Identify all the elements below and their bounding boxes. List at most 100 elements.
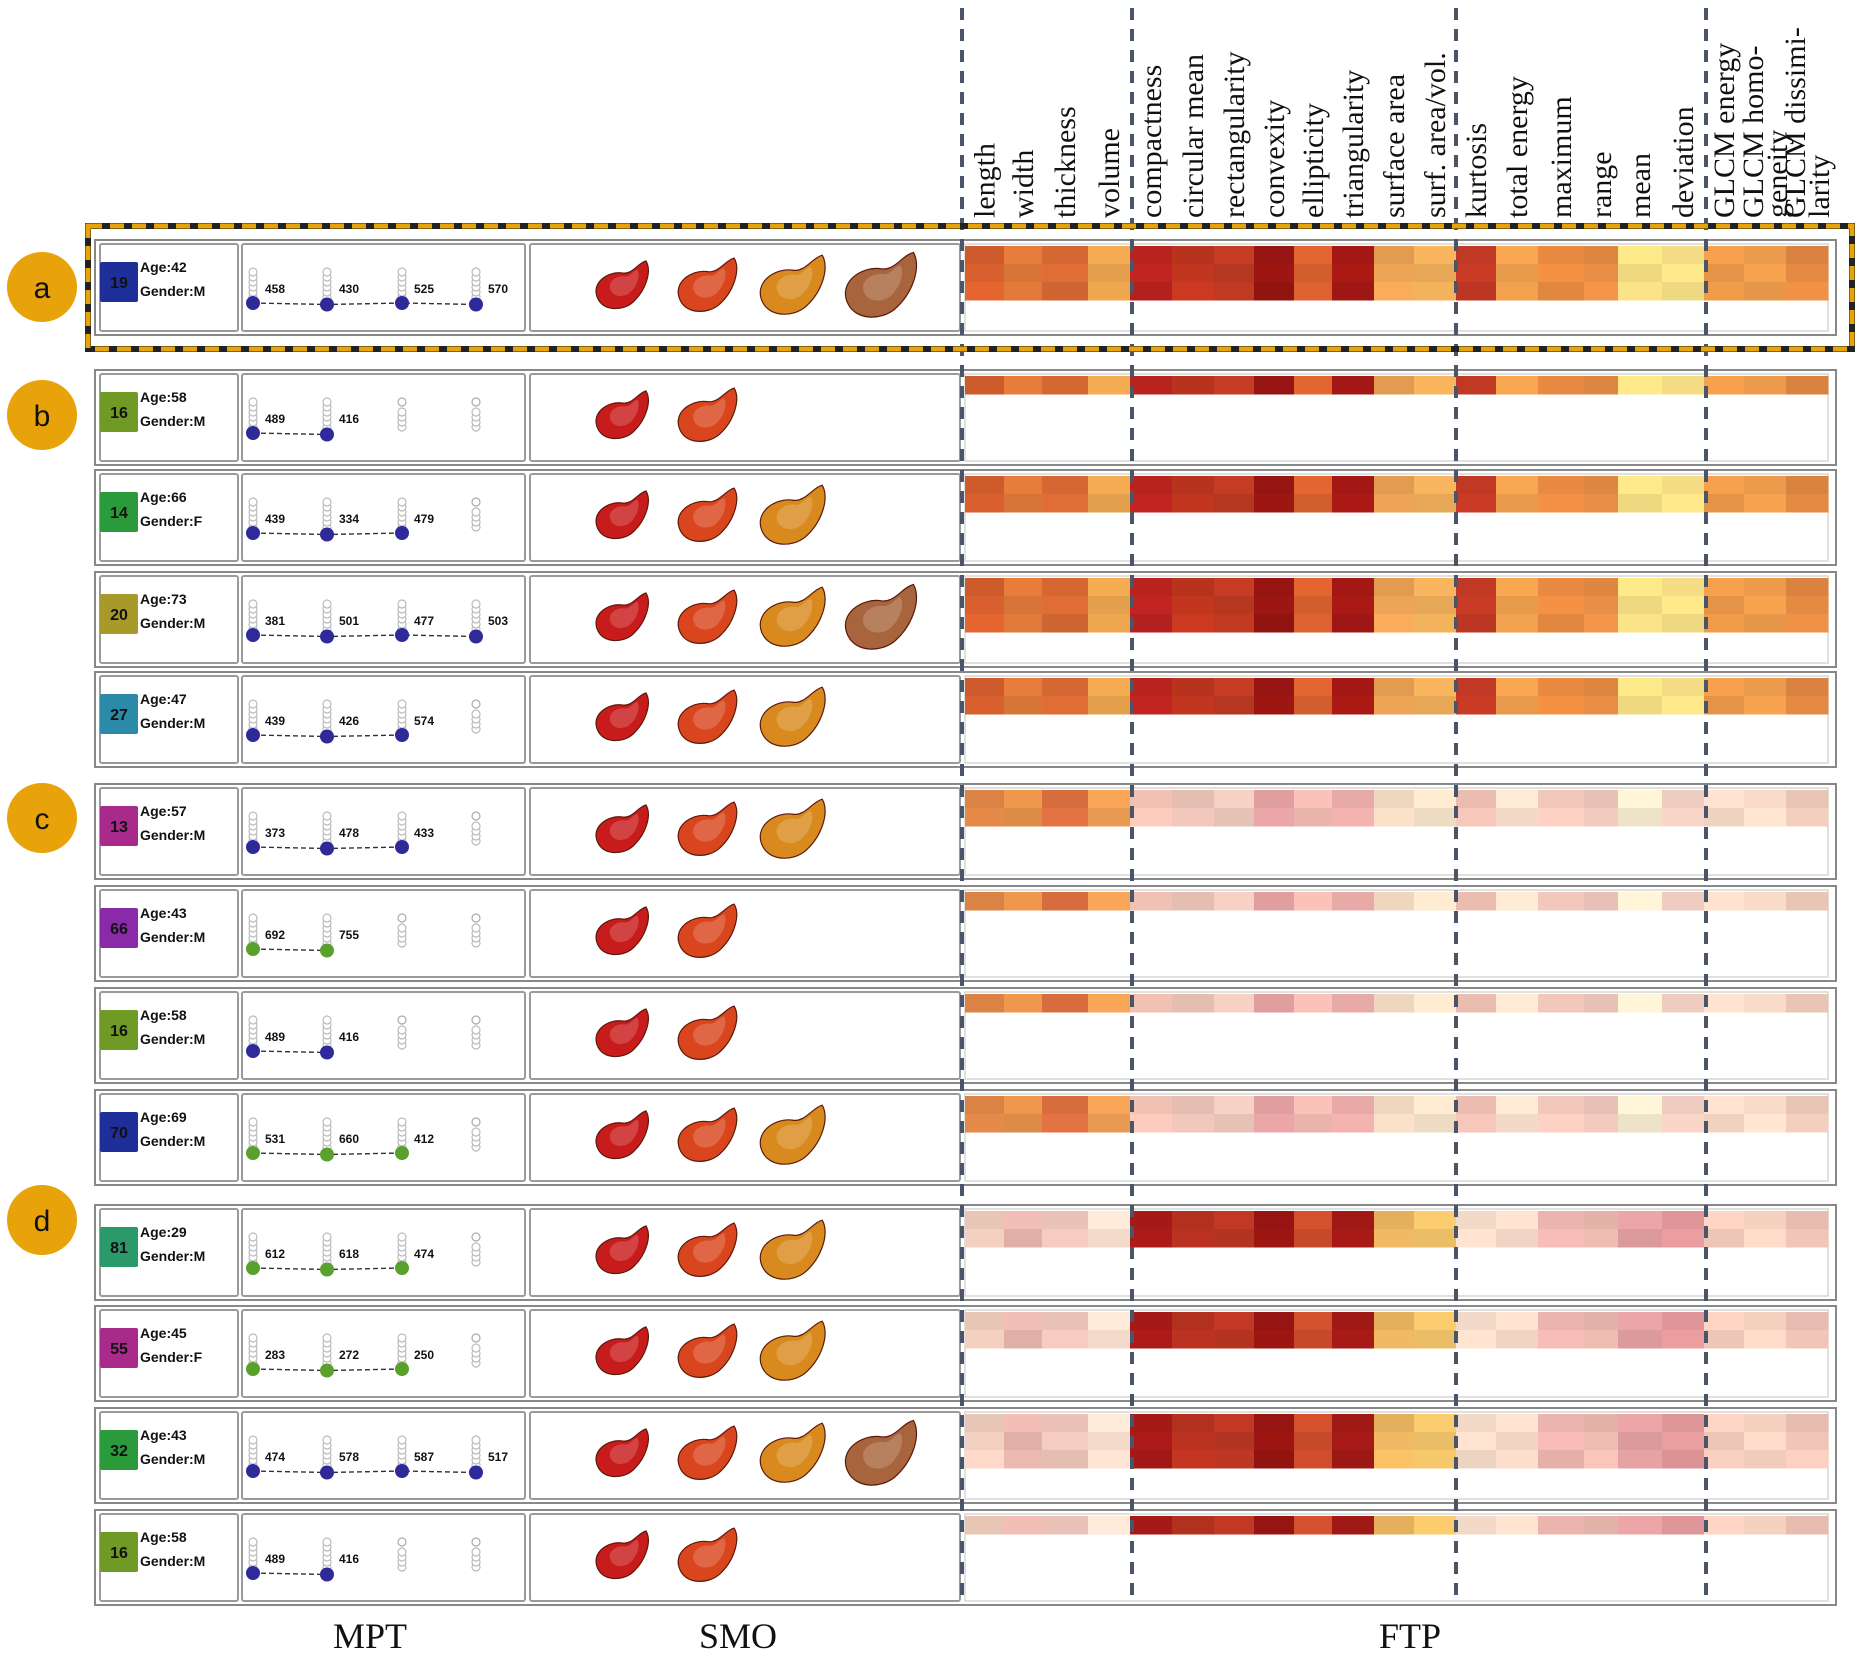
mpt-point [246, 942, 260, 956]
ftp-cell [1662, 994, 1705, 1013]
mpt-point [395, 1362, 409, 1376]
patient-rows: 19 Age:42 Gender:M 458 430 525 570 16 Age:58 Gend… [94, 239, 1837, 1606]
ftp-cell [1662, 1414, 1705, 1433]
ftp-cell [1584, 578, 1619, 597]
ftp-cell [965, 614, 1005, 633]
ftp-cell [965, 1516, 1005, 1535]
ftp-cell [1414, 1450, 1457, 1469]
ftp-cell [1704, 1432, 1745, 1451]
mpt-point [246, 1566, 260, 1580]
patient-id: 27 [110, 707, 128, 724]
organ-shape-thumbnail [595, 260, 649, 310]
ftp-cell [965, 1211, 1005, 1230]
cohort-marker [471, 397, 481, 407]
ftp-cell [1254, 1414, 1295, 1433]
ftp-cell [1332, 678, 1375, 697]
ftp-cell [1584, 376, 1619, 395]
ftp-cell [1130, 808, 1173, 827]
cohort-marker [471, 1343, 481, 1353]
ftp-cell [1786, 678, 1829, 697]
ftp-cell [1618, 1516, 1663, 1535]
ftp-cell [1042, 1312, 1089, 1331]
ftp-cell [965, 376, 1005, 395]
organ-shape-highlight [693, 1538, 726, 1568]
mpt-point [246, 628, 260, 642]
cohort-marker [322, 1333, 332, 1343]
ftp-column-header: maximum [1545, 96, 1578, 218]
ftp-cell [1294, 246, 1333, 265]
mpt-value: 612 [265, 1247, 285, 1261]
cohort-marker [397, 1537, 407, 1547]
ftp-column-header: GLCM dissimi- [1779, 27, 1812, 218]
ftp-cell [1414, 282, 1457, 301]
cohort-marker [471, 1127, 481, 1137]
ftp-cell [1004, 614, 1043, 633]
ftp-cell [1332, 1432, 1375, 1451]
ftp-cell [1088, 1330, 1131, 1349]
ftp-cell [1254, 994, 1295, 1013]
ftp-cell [1744, 1516, 1787, 1535]
mpt-point [246, 1464, 260, 1478]
ftp-cell [1538, 1450, 1585, 1469]
ftp-cell [1294, 1229, 1333, 1248]
patient-row: 27 Age:47 Gender:M 439 426 574 [94, 671, 1837, 768]
ftp-column-header: length [969, 143, 1002, 218]
ftp-cell [1172, 614, 1215, 633]
cohort-marker [322, 267, 332, 277]
ftp-cell [1214, 1211, 1255, 1230]
cohort-marker [248, 599, 258, 609]
ftp-cell [1744, 892, 1787, 911]
ftp-cell [1130, 1330, 1173, 1349]
ftp-cell [965, 678, 1005, 697]
ftp-cell [1584, 476, 1619, 495]
group-label: c [35, 803, 50, 836]
ftp-cell [1414, 596, 1457, 615]
ftp-cell [1538, 1414, 1585, 1433]
cohort-marker [248, 913, 258, 923]
organ-shape-thumbnail [677, 1527, 738, 1582]
ftp-cell [1042, 696, 1089, 715]
ftp-cell [1744, 1114, 1787, 1133]
ftp-cell [1294, 1516, 1333, 1535]
patient-row: 20 Age:73 Gender:M 381 501 477 503 [94, 571, 1837, 668]
ftp-cell [1332, 1330, 1375, 1349]
ftp-cell [1332, 696, 1375, 715]
ftp-cell [1294, 808, 1333, 827]
ftp-cell [1618, 1414, 1663, 1433]
organ-shape-thumbnail [595, 592, 649, 642]
ftp-cell [1042, 1414, 1089, 1433]
ftp-cell [1332, 1211, 1375, 1230]
ftp-cell [1130, 614, 1173, 633]
ftp-cell [1004, 1330, 1043, 1349]
ftp-cell [1294, 994, 1333, 1013]
ftp-cell [1584, 1312, 1619, 1331]
ftp-cell [1744, 614, 1787, 633]
patient-id-badge [100, 1227, 138, 1267]
ftp-cell [1374, 596, 1415, 615]
ftp-cell [1414, 1229, 1457, 1248]
ftp-cell [1414, 264, 1457, 283]
ftp-cell [1172, 1096, 1215, 1115]
patient-id: 66 [110, 921, 128, 938]
ftp-cell [1130, 476, 1173, 495]
ftp-cell [1130, 1432, 1173, 1451]
mpt-point [469, 297, 483, 312]
ftp-cell [1374, 264, 1415, 283]
patient-gender: Gender:M [140, 413, 205, 429]
mpt-point [395, 526, 409, 540]
cohort-marker [471, 1333, 481, 1343]
ftp-cell [1214, 578, 1255, 597]
patient-gender: Gender:M [140, 1133, 205, 1149]
ftp-cell [1130, 790, 1173, 809]
ftp-cell [1496, 1229, 1539, 1248]
mpt-value: 501 [339, 614, 359, 628]
ftp-column-header: thickness [1049, 106, 1082, 218]
ftp-cell [1618, 596, 1663, 615]
ftp-cell [1042, 892, 1089, 911]
patient-gender: Gender:M [140, 827, 205, 843]
ftp-cell [1172, 1312, 1215, 1331]
ftp-cell [1172, 1330, 1215, 1349]
ftp-cell [1042, 264, 1089, 283]
mpt-trend-line [252, 432, 328, 436]
mpt-point [395, 1464, 409, 1478]
